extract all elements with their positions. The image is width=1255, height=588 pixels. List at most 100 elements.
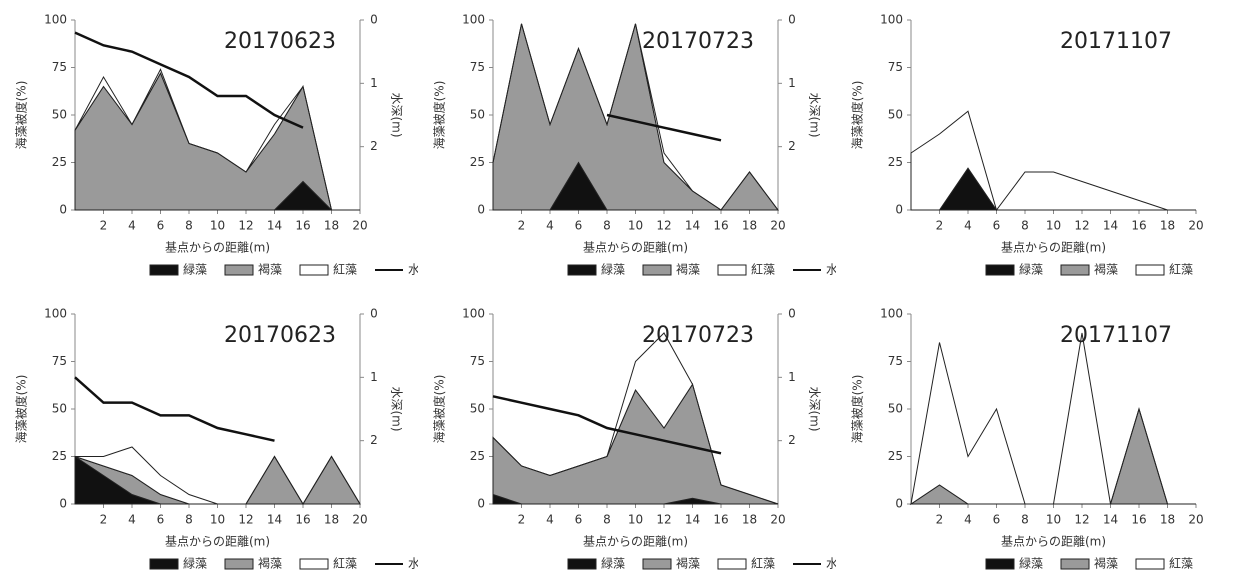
x-tick-label: 18	[742, 513, 757, 527]
x-tick-label: 14	[267, 219, 282, 233]
legend-label: 紅藻	[333, 263, 357, 277]
legend: 緑藻 褐藻 紅藻 水深	[149, 556, 418, 571]
legend-label: 緑藻	[183, 556, 207, 571]
x-tick-label: 16	[713, 513, 728, 527]
x-tick-label: 14	[1103, 219, 1118, 233]
x-tick-label: 4	[128, 219, 136, 233]
y-tick-label: 25	[52, 155, 67, 169]
y-tick-label: 0	[895, 203, 903, 217]
x-tick-label: 20	[1188, 513, 1203, 527]
legend-label: 水深	[408, 557, 418, 571]
y-tick-label: 50	[52, 108, 67, 122]
x-tick-label: 8	[1021, 513, 1029, 527]
x-tick-label: 16	[1131, 513, 1146, 527]
y-tick-label: 100	[44, 307, 67, 321]
area	[492, 23, 779, 211]
legend-swatch	[717, 264, 747, 276]
x-tick-label: 4	[964, 513, 972, 527]
x-tick-label: 18	[1160, 513, 1175, 527]
legend-swatch	[299, 558, 329, 570]
y-tick-label: 75	[470, 354, 485, 368]
legend-swatch	[1135, 264, 1165, 276]
legend-swatch	[1135, 558, 1165, 570]
y-tick-label: 25	[470, 155, 485, 169]
y2-axis-label: 水深(m)	[808, 92, 822, 137]
y2-tick-label: 2	[370, 433, 378, 447]
legend-label: 緑藻	[1019, 262, 1043, 277]
chart-panel: 0 25 50 75 100 2 4 6 8 10 12 14 16 18 20 20171107 基点からの距…	[850, 13, 1204, 277]
x-tick-label: 14	[267, 513, 282, 527]
y-tick-label: 50	[888, 108, 903, 122]
x-axis-label: 基点からの距離(m)	[1001, 535, 1106, 549]
legend-label: 褐藻	[258, 556, 282, 571]
legend-swatch	[985, 558, 1015, 570]
chart-title: 20171107	[1060, 29, 1172, 54]
y2-tick-label: 2	[370, 139, 378, 153]
legend-label: 紅藻	[333, 557, 357, 571]
legend-label: 緑藻	[601, 262, 625, 277]
x-tick-label: 16	[295, 219, 310, 233]
y-tick-label: 50	[888, 402, 903, 416]
x-tick-label: 14	[685, 219, 700, 233]
legend-label: 褐藻	[676, 556, 700, 571]
legend: 緑藻 褐藻 紅藻 水深	[567, 262, 836, 277]
legend-label: 褐藻	[1094, 262, 1118, 277]
x-tick-label: 4	[964, 219, 972, 233]
legend-label: 紅藻	[1169, 263, 1193, 277]
legend-label: 水深	[408, 263, 418, 277]
x-tick-label: 10	[210, 219, 225, 233]
x-tick-label: 6	[575, 219, 583, 233]
legend-label: 褐藻	[258, 262, 282, 277]
legend-label: 水深	[826, 557, 836, 571]
area	[910, 110, 1196, 212]
chart-title: 20171107	[1060, 323, 1172, 348]
x-tick-label: 16	[713, 219, 728, 233]
x-tick-label: 14	[1103, 513, 1118, 527]
y2-axis-label: 水深(m)	[390, 386, 404, 431]
x-tick-label: 12	[238, 219, 253, 233]
y-axis-label: 海藻被度(%)	[432, 375, 447, 444]
legend-label: 紅藻	[751, 263, 775, 277]
y2-tick-label: 0	[788, 307, 796, 321]
x-tick-label: 20	[1188, 219, 1203, 233]
y2-tick-label: 1	[788, 76, 796, 90]
legend-swatch	[567, 264, 597, 276]
legend-swatch	[149, 558, 179, 570]
legend-swatch	[1060, 264, 1090, 276]
x-tick-label: 8	[185, 219, 193, 233]
y-tick-label: 75	[888, 60, 903, 74]
legend-swatch	[567, 558, 597, 570]
y-axis-label: 海藻被度(%)	[14, 375, 29, 444]
area	[910, 332, 1196, 506]
x-axis-label: 基点からの距離(m)	[583, 535, 688, 549]
legend-swatch	[985, 264, 1015, 276]
x-tick-label: 8	[603, 219, 611, 233]
x-tick-label: 6	[157, 219, 165, 233]
legend-swatch	[642, 558, 672, 570]
y-tick-label: 0	[59, 203, 67, 217]
x-tick-label: 18	[1160, 219, 1175, 233]
y-axis-label: 海藻被度(%)	[850, 81, 865, 150]
y2-tick-label: 2	[788, 139, 796, 153]
area	[492, 383, 779, 505]
legend-label: 緑藻	[183, 262, 207, 277]
x-tick-label: 18	[742, 219, 757, 233]
y-tick-label: 50	[470, 402, 485, 416]
x-tick-label: 2	[936, 513, 944, 527]
legend: 緑藻 褐藻 紅藻	[985, 556, 1193, 571]
y-tick-label: 0	[477, 497, 485, 511]
x-tick-label: 12	[1074, 219, 1089, 233]
x-axis-label: 基点からの距離(m)	[165, 241, 270, 255]
depth-line	[74, 31, 304, 129]
legend-swatch	[149, 264, 179, 276]
y-tick-label: 25	[470, 449, 485, 463]
x-tick-label: 10	[1046, 513, 1061, 527]
legend: 緑藻 褐藻 紅藻 水深	[567, 556, 836, 571]
y2-tick-label: 1	[370, 370, 378, 384]
x-tick-label: 4	[546, 513, 554, 527]
x-tick-label: 12	[1074, 513, 1089, 527]
legend-swatch	[224, 558, 254, 570]
y-tick-label: 25	[888, 449, 903, 463]
